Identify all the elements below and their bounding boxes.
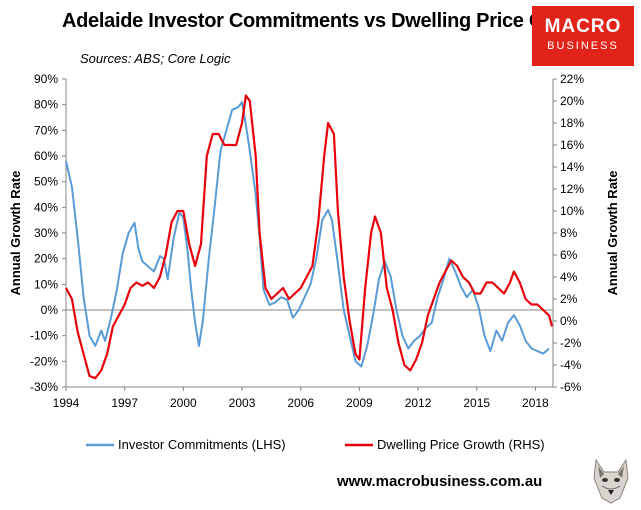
right-tick-label: 16% <box>560 138 584 152</box>
x-tick-label: 2003 <box>229 396 256 410</box>
left-tick-label: 90% <box>34 72 58 86</box>
x-tick-label: 1997 <box>111 396 138 410</box>
left-tick-label: 20% <box>34 252 58 266</box>
x-tick-label: 2006 <box>287 396 314 410</box>
x-tick-label: 1994 <box>53 396 80 410</box>
website-url: www.macrobusiness.com.au <box>337 473 543 490</box>
right-tick-label: 12% <box>560 182 584 196</box>
page-title: Adelaide Investor Commitments vs Dwellin… <box>62 10 598 32</box>
right-tick-label: 0% <box>560 314 578 328</box>
x-tick-label: 2000 <box>170 396 197 410</box>
x-tick-label: 2012 <box>405 396 432 410</box>
left-tick-label: 30% <box>34 226 58 240</box>
right-tick-label: 6% <box>560 248 578 262</box>
x-tick-label: 2018 <box>522 396 549 410</box>
legend-label-investor: Investor Commitments (LHS) <box>118 437 286 452</box>
right-tick-label: 22% <box>560 72 584 86</box>
left-tick-label: 10% <box>34 277 58 291</box>
x-tick-label: 2015 <box>463 396 490 410</box>
dwelling-price-growth-line <box>65 94 554 380</box>
chart-legend: Investor Commitments (LHS) Dwelling Price… <box>86 437 545 452</box>
logo-line-1: MACRO <box>544 16 622 37</box>
right-tick-label: 20% <box>560 94 584 108</box>
left-tick-label: 80% <box>34 98 58 112</box>
right-tick-label: 2% <box>560 292 578 306</box>
right-axis-title: Annual Growth Rate <box>605 171 620 296</box>
legend-label-dwelling: Dwelling Price Growth (RHS) <box>377 437 545 452</box>
right-tick-label: 8% <box>560 226 578 240</box>
x-tick-label: 2009 <box>346 396 373 410</box>
right-tick-label: -4% <box>560 358 582 372</box>
left-tick-label: -10% <box>30 329 58 343</box>
right-tick-label: 14% <box>560 160 584 174</box>
right-tick-label: -2% <box>560 336 582 350</box>
wolf-logo-icon <box>593 458 629 504</box>
sources-subtitle: Sources: ABS; Core Logic <box>80 51 231 66</box>
right-tick-label: 4% <box>560 270 578 284</box>
left-tick-label: -20% <box>30 354 58 368</box>
left-tick-label: 0% <box>41 303 59 317</box>
left-tick-label: 50% <box>34 175 58 189</box>
right-tick-label: 10% <box>560 204 584 218</box>
left-tick-label: 40% <box>34 200 58 214</box>
left-tick-label: 60% <box>34 149 58 163</box>
chart-series <box>65 94 554 380</box>
right-tick-label: -6% <box>560 380 582 394</box>
left-tick-label: -30% <box>30 380 58 394</box>
investor-commitments-line <box>65 101 550 368</box>
left-axis-title: Annual Growth Rate <box>8 171 23 296</box>
macrobusiness-logo: MACRO BUSINESS <box>532 6 634 66</box>
right-tick-label: 18% <box>560 116 584 130</box>
left-tick-label: 70% <box>34 123 58 137</box>
logo-line-2: BUSINESS <box>547 40 619 52</box>
chart-axes: -30% -20% -10% 0% 10% 20% 30% 40% 50% 60% 70% 80% 90… <box>8 72 620 410</box>
